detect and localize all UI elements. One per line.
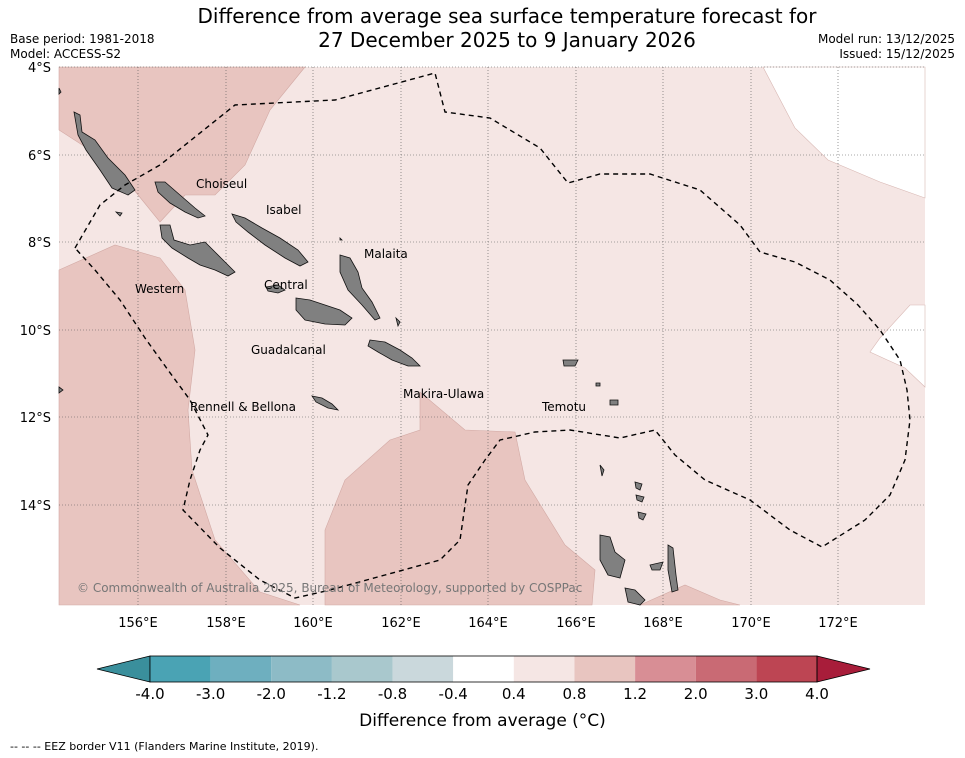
lat-label-6s: 6°S <box>28 149 51 164</box>
eez-border <box>74 72 911 599</box>
province-label-western: Western <box>135 282 184 296</box>
lon-label-158e: 158°E <box>206 616 246 631</box>
colorbar-segment <box>150 656 211 682</box>
island-west-edge-south <box>58 386 64 394</box>
lon-label-156e: 156°E <box>118 616 158 631</box>
colorbar-segment <box>331 656 393 682</box>
colorbar-tick-label: -0.8 <box>378 685 407 700</box>
colorbar-segment <box>756 656 817 682</box>
island-guadalcanal <box>295 297 353 326</box>
colorbar-segment <box>271 656 332 682</box>
title-line-2: 27 December 2025 to 9 January 2026 <box>318 28 696 52</box>
eez-note: -- -- -- EEZ border V11 (Flanders Marine… <box>10 740 319 753</box>
neutral-zone-top-right <box>762 66 926 199</box>
island-small-5 <box>395 316 401 328</box>
colorbar-arrow-high <box>816 655 871 683</box>
island-small-6 <box>599 464 605 477</box>
issued-date: Issued: 15/12/2025 <box>839 47 955 61</box>
colorbar-segment <box>210 656 272 682</box>
colorbar-title: Difference from average (°C) <box>359 711 606 731</box>
colorbar-tick-label: 2.0 <box>684 685 708 700</box>
island-malekula <box>624 587 646 606</box>
lon-label-164e: 164°E <box>468 616 508 631</box>
colorbar-tick-label: -3.0 <box>196 685 225 700</box>
colorbar-segment <box>635 656 696 682</box>
colorbar-tick-label: 0.4 <box>502 685 526 700</box>
warm-zone-south-east <box>639 584 741 606</box>
island-small-2 <box>635 494 645 503</box>
island-vanuatu-east <box>649 561 664 571</box>
province-label-central: Central <box>264 278 308 292</box>
island-florida <box>265 284 286 294</box>
colorbar-arrow-low <box>96 655 151 683</box>
meta-right: Model run: 13/12/2025 Issued: 15/12/2025 <box>818 32 955 62</box>
map-title: Difference from average sea surface temp… <box>0 4 965 52</box>
island-small-1 <box>595 382 601 387</box>
island-small-3 <box>637 511 647 521</box>
island-espiritu-santo <box>599 534 626 579</box>
island-choiseul <box>154 181 206 219</box>
colorbar-tick-label: 4.0 <box>805 685 829 700</box>
province-label-temotu: Temotu <box>541 400 586 414</box>
island-vanuatu-north <box>667 544 679 593</box>
warm-zone-south-west <box>58 244 301 606</box>
lon-label-170e: 170°E <box>731 616 771 631</box>
colorbar-tick-label: 0.8 <box>563 685 587 700</box>
lat-label-8s: 8°S <box>28 236 51 251</box>
colorbar-tick-label: 3.0 <box>744 685 768 700</box>
lat-label-10s: 10°S <box>20 324 51 339</box>
colorbar-segment <box>392 656 454 682</box>
lon-label-162e: 162°E <box>381 616 421 631</box>
model-name: Model: ACCESS-S2 <box>10 47 122 61</box>
colorbar-tick-label: -4.0 <box>135 685 164 700</box>
lat-label-12s: 12°S <box>20 411 51 426</box>
province-label-malaita: Malaita <box>364 247 408 261</box>
base-period: Base period: 1981-2018 <box>10 32 155 46</box>
province-label-rennell-bellona: Rennell & Bellona <box>190 400 296 414</box>
colorbar-tick-label: -0.4 <box>439 685 468 700</box>
island-rennell <box>311 395 340 411</box>
province-label-isabel: Isabel <box>266 203 301 217</box>
island-malaita <box>339 254 381 321</box>
island-small-4 <box>114 211 123 217</box>
island-santa-cruz <box>562 359 579 367</box>
island-ontong <box>339 237 343 241</box>
copyright-notice: © Commonwealth of Australia 2025, Bureau… <box>77 581 582 595</box>
map-canvas: Choiseul Isabel Malaita Western Central … <box>20 61 926 700</box>
colorbar-tick-label: 1.2 <box>623 685 647 700</box>
island-new-georgia <box>159 224 236 277</box>
lon-label-172e: 172°E <box>818 616 858 631</box>
lon-label-166e: 166°E <box>556 616 596 631</box>
gridlines <box>59 66 925 605</box>
lat-label-4s: 4°S <box>28 61 51 76</box>
lon-label-168e: 168°E <box>643 616 683 631</box>
island-bougainville <box>73 111 136 196</box>
lat-label-14s: 14°S <box>20 499 51 514</box>
meta-left: Base period: 1981-2018 Model: ACCESS-S2 <box>10 32 155 62</box>
warm-zone-south-central <box>324 391 596 606</box>
lon-label-160e: 160°E <box>293 616 333 631</box>
title-line-1: Difference from average sea surface temp… <box>197 4 817 28</box>
colorbar-segment <box>513 656 575 682</box>
province-label-makira-ulawa: Makira-Ulawa <box>403 387 484 401</box>
province-label-guadalcanal: Guadalcanal <box>251 343 326 357</box>
colorbar: -4.0 -3.0 -2.0 -1.2 -0.8 -0.4 0.4 0.8 1.2 2.0 3.0 4… <box>96 655 871 700</box>
island-makira <box>367 339 421 367</box>
colorbar-segment <box>574 656 636 682</box>
colorbar-tick-label: -2.0 <box>257 685 286 700</box>
warm-zone-north-west <box>58 66 306 223</box>
island-isabel <box>231 213 309 267</box>
land <box>58 87 679 606</box>
colorbar-frame <box>149 655 818 683</box>
neutral-zone-right <box>869 304 926 388</box>
colorbar-segment <box>695 656 757 682</box>
island-west-edge <box>58 87 62 95</box>
province-label-choiseul: Choiseul <box>196 177 247 191</box>
island-vanikoro <box>609 399 619 406</box>
island-torres <box>634 481 643 491</box>
model-run: Model run: 13/12/2025 <box>817 32 955 46</box>
colorbar-tick-label: -1.2 <box>317 685 346 700</box>
colorbar-segment <box>453 656 514 682</box>
